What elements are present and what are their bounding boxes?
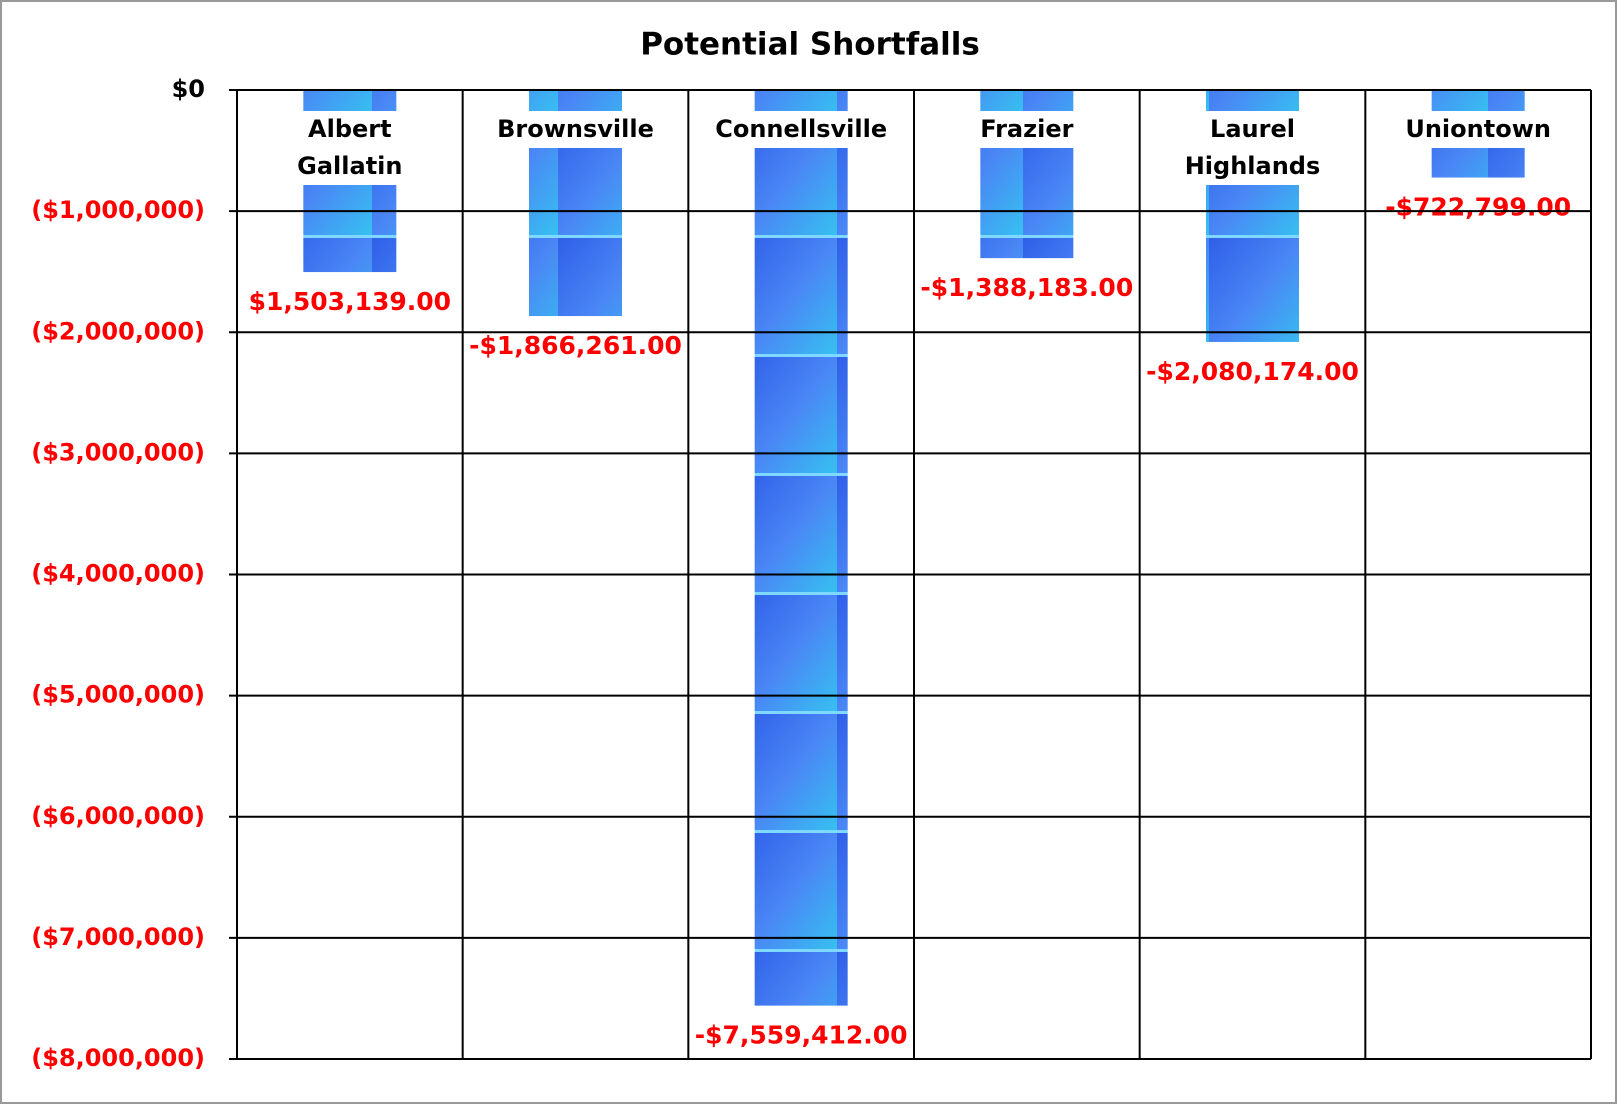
data-label: -$1,866,261.00 bbox=[469, 331, 682, 360]
x-tick-label: Brownsville bbox=[494, 111, 657, 148]
data-label: -$2,080,174.00 bbox=[1146, 357, 1359, 386]
bar bbox=[754, 90, 848, 1006]
y-tick-label: ($6,000,000) bbox=[31, 802, 205, 830]
x-tick-label: Uniontown bbox=[1402, 111, 1554, 148]
y-tick-label: ($5,000,000) bbox=[31, 681, 205, 709]
data-label: -$1,388,183.00 bbox=[920, 273, 1133, 302]
x-tick-label: Connellsville bbox=[712, 111, 891, 148]
data-label: -$722,799.00 bbox=[1385, 193, 1571, 222]
x-tick-label: Albert Gallatin bbox=[251, 111, 448, 185]
x-tick-label: Frazier bbox=[977, 111, 1077, 148]
x-tick-label: Laurel Highlands bbox=[1154, 111, 1351, 185]
y-tick-label: ($4,000,000) bbox=[31, 560, 205, 588]
y-tick-label: ($2,000,000) bbox=[31, 317, 205, 345]
y-tick-label: ($1,000,000) bbox=[31, 196, 205, 224]
data-label: $1,503,139.00 bbox=[249, 287, 451, 316]
y-tick-label: $0 bbox=[172, 75, 205, 103]
y-tick-label: ($8,000,000) bbox=[31, 1044, 205, 1072]
y-tick-label: ($3,000,000) bbox=[31, 438, 205, 466]
y-tick-label: ($7,000,000) bbox=[31, 923, 205, 951]
chart-title: Potential Shortfalls bbox=[640, 27, 980, 63]
data-label: -$7,559,412.00 bbox=[695, 1021, 908, 1050]
